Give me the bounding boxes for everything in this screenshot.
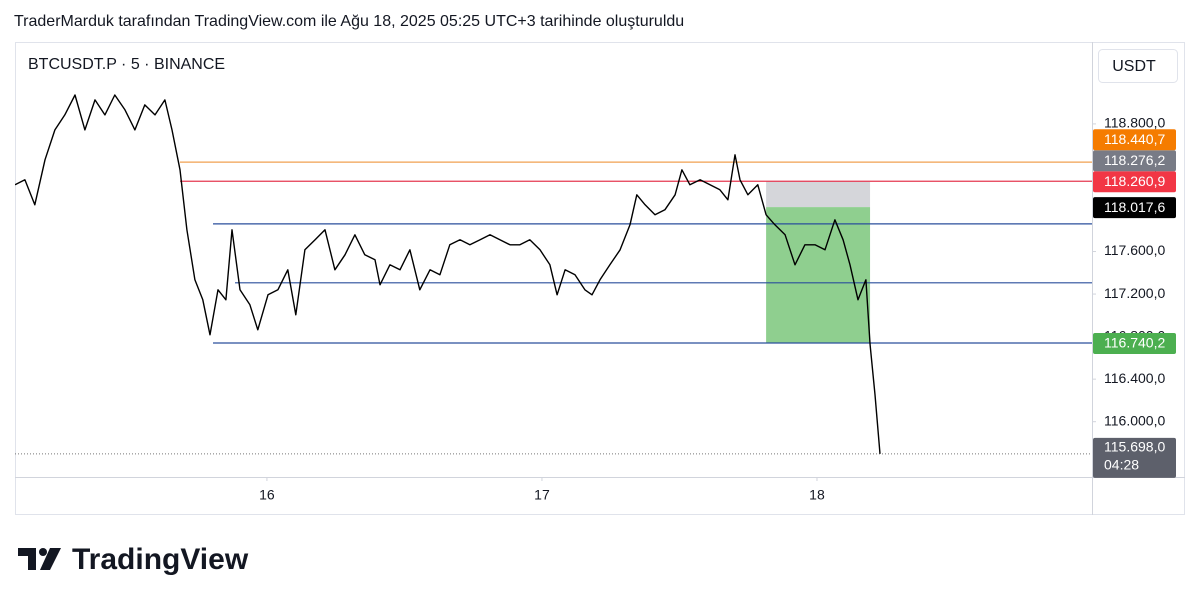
chart-frame — [15, 42, 1185, 515]
brand: TradingView — [72, 543, 249, 576]
y-tick-label: 116.400,0 — [1104, 370, 1165, 386]
currency[interactable]: USDT — [1112, 58, 1156, 75]
price-label-bg — [1093, 150, 1176, 172]
countdown: 04:28 — [1104, 457, 1139, 473]
price-label: 118.276,2 — [1104, 152, 1165, 168]
price-line — [15, 94, 881, 454]
current-price-label: 115.698,0 — [1104, 439, 1165, 455]
price-label-bg — [1093, 129, 1176, 151]
plot-area — [15, 94, 1092, 455]
symbol: BTCUSDT.P · 5 · BINANCE — [28, 56, 225, 73]
price-label: 116.740,2 — [1104, 335, 1165, 351]
current-price-bg — [1093, 437, 1176, 478]
currency-button[interactable] — [1098, 49, 1178, 83]
price-label-bg — [1093, 332, 1176, 354]
stop-zone — [766, 181, 871, 208]
attribution: TraderMarduk tarafından TradingView.com … — [14, 13, 684, 30]
target-zone — [766, 207, 871, 343]
price-label-bg — [1093, 197, 1176, 219]
price-label: 118.260,9 — [1104, 173, 1165, 189]
price-label: 118.440,7 — [1104, 131, 1165, 147]
price-label-bg — [1093, 171, 1176, 193]
y-tick-label: 117.600,0 — [1104, 242, 1165, 258]
x-tick-label: 17 — [534, 487, 550, 503]
x-tick-label: 16 — [259, 487, 275, 503]
y-tick-label: 116.000,0 — [1104, 412, 1165, 428]
logo-icon — [18, 548, 61, 570]
price-axis: 116.000,0116.400,0116.800,0117.200,0117.… — [1092, 115, 1176, 478]
y-tick-label: 118.800,0 — [1104, 115, 1165, 131]
price-label: 118.017,6 — [1104, 199, 1165, 215]
y-tick-label: 117.200,0 — [1104, 285, 1165, 301]
x-tick-label: 18 — [809, 487, 825, 503]
